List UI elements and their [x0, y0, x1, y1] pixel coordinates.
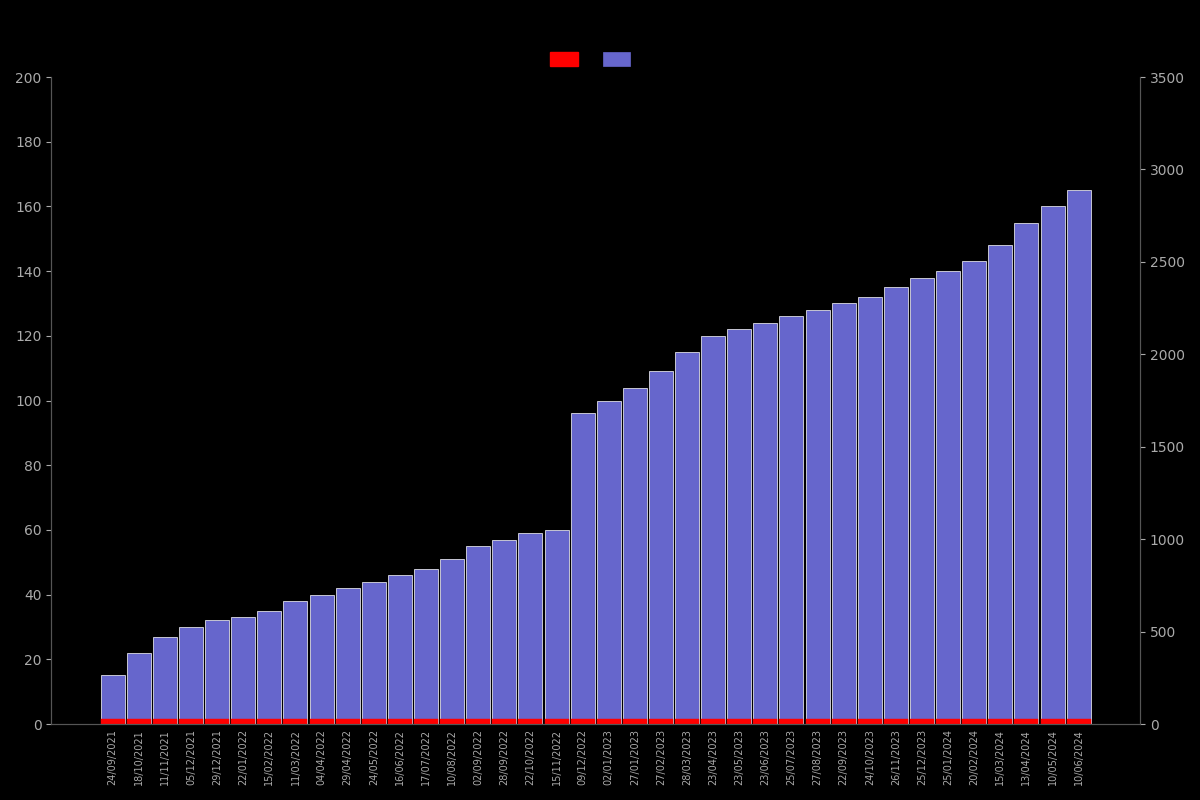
Bar: [545, 530, 569, 724]
Bar: [701, 719, 725, 724]
Bar: [467, 719, 491, 724]
Bar: [388, 719, 412, 724]
Bar: [283, 601, 307, 724]
Bar: [623, 387, 647, 724]
Bar: [727, 719, 751, 724]
Bar: [858, 719, 882, 724]
Bar: [179, 719, 203, 724]
Bar: [492, 719, 516, 724]
Legend: , : ,: [542, 45, 648, 74]
Bar: [361, 582, 385, 724]
Bar: [310, 594, 334, 724]
Bar: [127, 653, 151, 724]
Bar: [936, 271, 960, 724]
Bar: [232, 618, 256, 724]
Bar: [545, 719, 569, 724]
Bar: [414, 569, 438, 724]
Bar: [596, 401, 620, 724]
Bar: [152, 719, 176, 724]
Bar: [1014, 719, 1038, 724]
Bar: [257, 610, 281, 724]
Bar: [1067, 190, 1091, 724]
Bar: [884, 719, 908, 724]
Bar: [1014, 222, 1038, 724]
Bar: [676, 352, 700, 724]
Bar: [179, 627, 203, 724]
Bar: [805, 310, 829, 724]
Bar: [962, 719, 986, 724]
Bar: [101, 719, 125, 724]
Bar: [414, 719, 438, 724]
Bar: [361, 719, 385, 724]
Bar: [518, 533, 542, 724]
Bar: [780, 719, 804, 724]
Bar: [336, 719, 360, 724]
Bar: [1067, 719, 1091, 724]
Bar: [1040, 719, 1064, 724]
Bar: [754, 323, 778, 724]
Bar: [1040, 206, 1064, 724]
Bar: [780, 317, 804, 724]
Bar: [701, 336, 725, 724]
Bar: [152, 637, 176, 724]
Bar: [676, 719, 700, 724]
Bar: [858, 297, 882, 724]
Bar: [805, 719, 829, 724]
Bar: [571, 719, 595, 724]
Bar: [649, 371, 673, 724]
Bar: [518, 719, 542, 724]
Bar: [310, 719, 334, 724]
Bar: [336, 588, 360, 724]
Bar: [232, 719, 256, 724]
Bar: [962, 262, 986, 724]
Bar: [623, 719, 647, 724]
Bar: [910, 719, 934, 724]
Bar: [205, 719, 229, 724]
Bar: [910, 278, 934, 724]
Bar: [440, 559, 464, 724]
Bar: [101, 675, 125, 724]
Bar: [727, 330, 751, 724]
Bar: [989, 719, 1013, 724]
Bar: [884, 287, 908, 724]
Bar: [989, 246, 1013, 724]
Bar: [127, 719, 151, 724]
Bar: [571, 414, 595, 724]
Bar: [283, 719, 307, 724]
Bar: [467, 546, 491, 724]
Bar: [205, 621, 229, 724]
Bar: [936, 719, 960, 724]
Bar: [440, 719, 464, 724]
Bar: [832, 303, 856, 724]
Bar: [832, 719, 856, 724]
Bar: [649, 719, 673, 724]
Bar: [754, 719, 778, 724]
Bar: [388, 575, 412, 724]
Bar: [492, 540, 516, 724]
Bar: [596, 719, 620, 724]
Bar: [257, 719, 281, 724]
